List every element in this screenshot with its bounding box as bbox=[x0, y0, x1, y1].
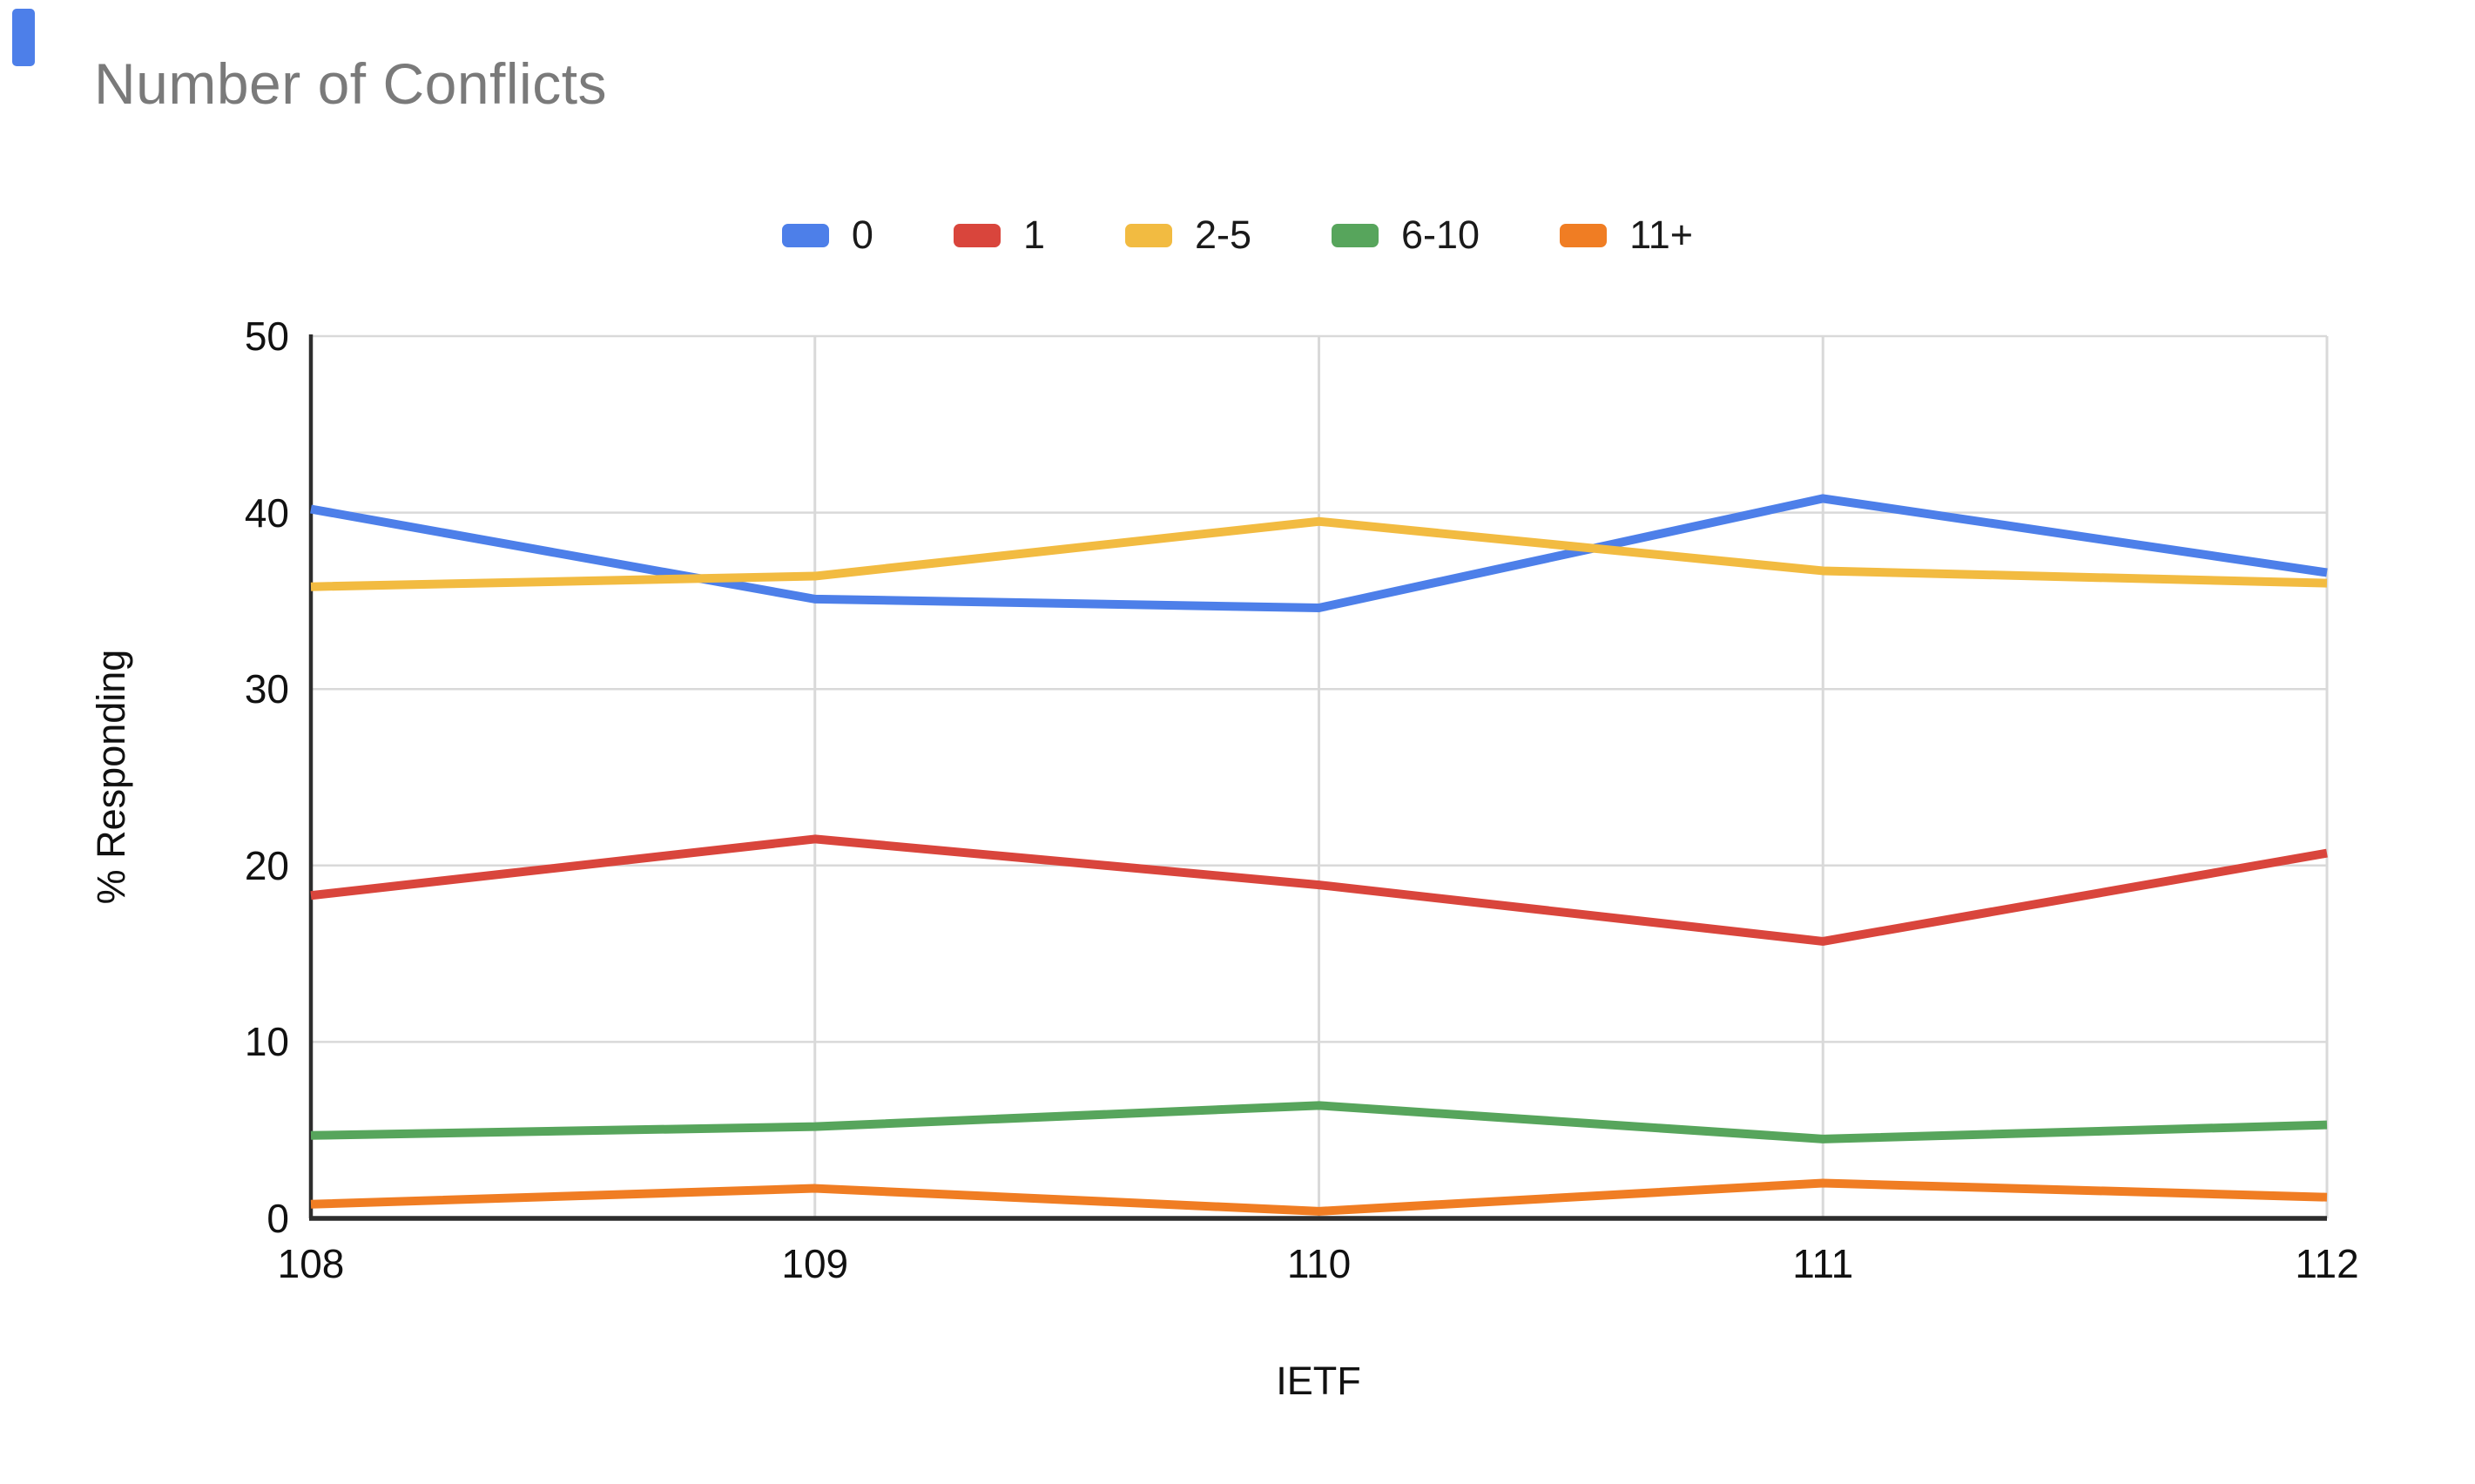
x-tick-label-109: 109 bbox=[781, 1241, 849, 1286]
x-tick-label-108: 108 bbox=[277, 1241, 345, 1286]
legend-item-6-10: 6-10 bbox=[1332, 212, 1480, 258]
legend-swatch-icon bbox=[781, 223, 829, 247]
legend: 0 1 2-5 6-10 11+ bbox=[0, 212, 2475, 258]
legend-label: 2-5 bbox=[1194, 212, 1252, 257]
legend-item-0: 0 bbox=[781, 212, 873, 258]
x-tick-label-112: 112 bbox=[2295, 1241, 2359, 1286]
legend-label: 11+ bbox=[1629, 212, 1694, 257]
chart-title: Number of Conflicts bbox=[94, 51, 608, 116]
y-tick-label-10: 10 bbox=[244, 1019, 289, 1065]
legend-item-11+: 11+ bbox=[1560, 212, 1693, 258]
y-tick-label-50: 50 bbox=[244, 314, 289, 359]
series-line-1 bbox=[310, 834, 2328, 946]
legend-label: 6-10 bbox=[1401, 212, 1480, 257]
legend-item-2-5: 2-5 bbox=[1124, 212, 1252, 258]
series-line-0 bbox=[310, 494, 2328, 613]
series-line-6-10 bbox=[310, 1101, 2328, 1143]
series-line-11+ bbox=[310, 1178, 2328, 1216]
legend-swatch-icon bbox=[953, 223, 1001, 247]
y-tick-label-40: 40 bbox=[244, 489, 289, 536]
legend-item-1: 1 bbox=[953, 212, 1045, 258]
y-axis-title: % Responding bbox=[89, 649, 133, 905]
legend-swatch-icon bbox=[1560, 223, 1608, 247]
legend-swatch-icon bbox=[1332, 223, 1379, 247]
x-axis-title: IETF bbox=[1276, 1359, 1361, 1403]
y-tick-label-20: 20 bbox=[244, 842, 289, 888]
y-tick-label-0: 0 bbox=[266, 1196, 289, 1241]
corner-selection-artifact bbox=[12, 9, 35, 66]
legend-swatch-icon bbox=[1124, 223, 1172, 247]
y-tick-label-30: 30 bbox=[244, 666, 289, 712]
x-tick-label-110: 110 bbox=[1286, 1241, 1352, 1286]
series-line-2-5 bbox=[310, 516, 2328, 591]
legend-label: 0 bbox=[851, 212, 873, 257]
legend-label: 1 bbox=[1022, 212, 1045, 257]
x-tick-label-111: 111 bbox=[1792, 1241, 1854, 1286]
